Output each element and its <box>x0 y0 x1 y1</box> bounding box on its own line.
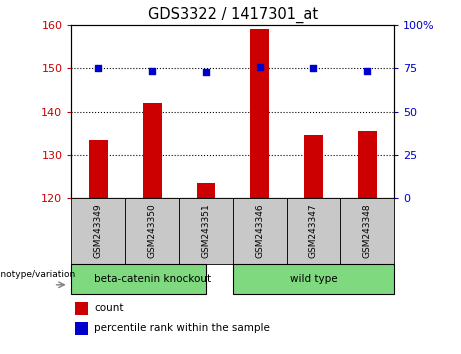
Text: GSM243347: GSM243347 <box>309 204 318 258</box>
Bar <box>250 29 269 198</box>
Text: wild type: wild type <box>290 274 337 284</box>
Point <box>202 69 210 74</box>
Bar <box>304 135 323 198</box>
FancyBboxPatch shape <box>179 198 233 264</box>
Bar <box>75 302 88 315</box>
FancyBboxPatch shape <box>287 198 340 264</box>
Text: count: count <box>94 303 124 314</box>
FancyBboxPatch shape <box>125 198 179 264</box>
Text: percentile rank within the sample: percentile rank within the sample <box>94 323 270 333</box>
Title: GDS3322 / 1417301_at: GDS3322 / 1417301_at <box>148 7 318 23</box>
FancyBboxPatch shape <box>233 264 394 294</box>
Text: GSM243349: GSM243349 <box>94 204 103 258</box>
Point <box>148 68 156 74</box>
Point <box>256 64 263 70</box>
Text: beta-catenin knockout: beta-catenin knockout <box>94 274 211 284</box>
Bar <box>143 103 161 198</box>
Text: GSM243348: GSM243348 <box>363 204 372 258</box>
FancyBboxPatch shape <box>233 198 287 264</box>
Text: GSM243346: GSM243346 <box>255 204 264 258</box>
Point <box>310 65 317 71</box>
Point <box>95 65 102 71</box>
Bar <box>196 183 215 198</box>
FancyBboxPatch shape <box>71 264 206 294</box>
Bar <box>75 322 88 335</box>
Text: GSM243350: GSM243350 <box>148 204 157 258</box>
Bar <box>358 131 377 198</box>
FancyBboxPatch shape <box>71 198 125 264</box>
FancyBboxPatch shape <box>340 198 394 264</box>
Text: GSM243351: GSM243351 <box>201 204 210 258</box>
Point <box>364 68 371 74</box>
Bar <box>89 140 108 198</box>
Text: genotype/variation: genotype/variation <box>0 270 75 279</box>
